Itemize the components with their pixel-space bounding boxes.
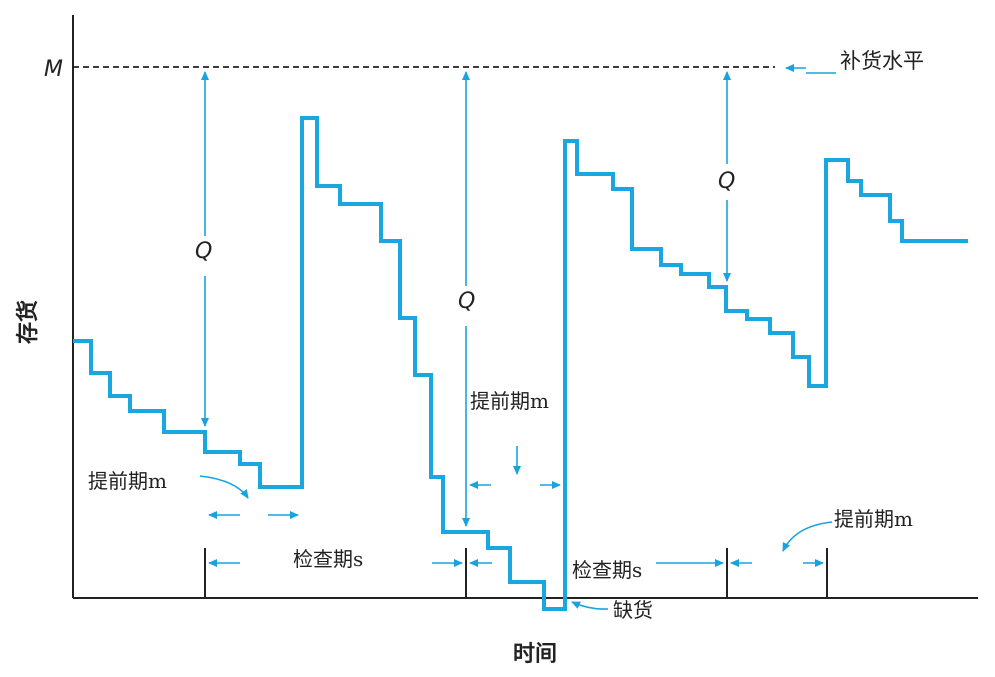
review-period-label-1: 检查期s (293, 547, 363, 571)
q-label-1: Q (195, 239, 212, 264)
review-period-label-2: 检查期s (572, 558, 642, 582)
y-axis-title: 存货 (15, 300, 41, 344)
lead-time-label-3: 提前期m (834, 507, 913, 531)
x-axis-title: 时间 (513, 641, 557, 667)
q-label-2: Q (458, 289, 475, 314)
q-label-3: Q (718, 169, 735, 194)
replenish-level-pointer (785, 64, 836, 74)
replenish-level-label: 补货水平 (840, 49, 924, 73)
lead-time-label-2: 提前期m (470, 389, 549, 413)
lead-time-arrow-3 (730, 521, 833, 567)
lead-time-arrow-2 (469, 446, 561, 489)
max-level-label: M (44, 57, 63, 82)
lead-time-label-1: 提前期m (88, 469, 167, 493)
inventory-level-line (73, 116, 968, 611)
stockout-label: 缺货 (613, 598, 653, 622)
lead-time-arrow-1 (199, 475, 299, 519)
stockout-pointer (571, 601, 609, 610)
